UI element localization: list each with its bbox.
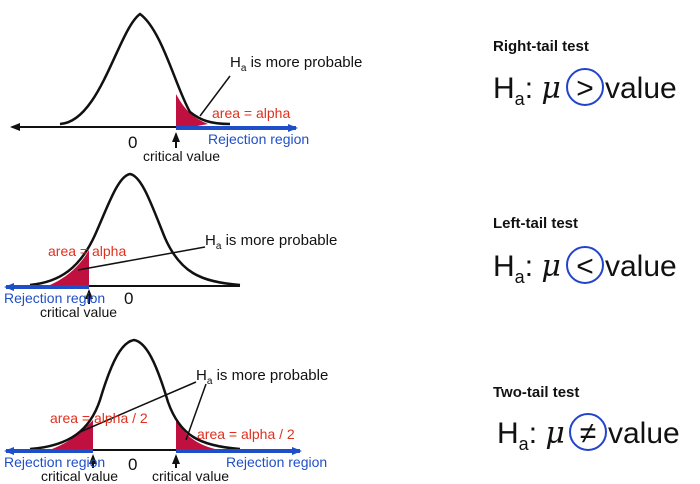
right-tail-panel: 0 critical value Rejection region area =… (10, 12, 362, 164)
two-tail-ha-expression: Ha: μ (497, 416, 565, 454)
two-tail-value-word: value (608, 417, 680, 450)
left-tail-rejection-area (50, 250, 89, 285)
right-tail-rejection-area (176, 94, 208, 130)
left-tail-test-title: Left-tail test (493, 215, 578, 232)
two-tail-zero-label: 0 (128, 455, 137, 474)
two-tail-right-rejection-area (176, 420, 215, 449)
two-tail-operator: ≠ (580, 417, 596, 450)
right-tail-ha-expression: Ha: μ (493, 71, 561, 109)
right-tail-operator-circle (566, 68, 604, 106)
left-tail-zero-label: 0 (124, 289, 133, 308)
right-tail-rejection-region-label: Rejection region (208, 131, 309, 147)
left-tail-operator-circle (566, 246, 604, 284)
left-tail-value-word: value (605, 250, 677, 283)
two-tail-left-area-label: area = alpha / 2 (50, 410, 148, 426)
left-tail-panel: 0 critical value Rejection region area =… (4, 172, 337, 320)
two-tail-test-title: Two-tail test (493, 384, 579, 401)
right-tail-hypothesis: Right-tail test Ha: μ > value (493, 38, 677, 109)
two-tail-pointer-line-right (185, 383, 207, 441)
two-tail-hypothesis: Two-tail test Ha: μ ≠ value (493, 384, 680, 454)
two-tail-right-area-label: area = alpha / 2 (197, 426, 295, 442)
two-tail-operator-circle (569, 413, 607, 451)
two-tail-panel: 0 critical value critical value Rejectio… (4, 338, 328, 484)
right-tail-pointer-line (199, 75, 231, 117)
left-tail-operator: < (576, 250, 594, 283)
right-tail-critical-value-label: critical value (143, 148, 220, 164)
two-tail-pointer-line-left (79, 381, 197, 433)
right-tail-operator: > (576, 72, 594, 105)
right-tail-value-word: value (605, 72, 677, 105)
two-tail-left-rejection-region-label: Rejection region (4, 454, 105, 470)
left-tail-area-label: area = alpha (48, 243, 126, 259)
two-tail-left-rejection-area (52, 420, 93, 449)
left-tail-critical-value-label: critical value (40, 304, 117, 320)
left-tail-rejection-region-label: Rejection region (4, 290, 105, 306)
left-tail-pointer-line (77, 246, 206, 271)
left-tail-ha-expression: Ha: μ (493, 249, 561, 287)
two-tail-ha-more-probable: Ha is more probable (196, 367, 328, 387)
two-tail-left-critical-value-label: critical value (41, 468, 118, 484)
right-tail-area-label: area = alpha (212, 105, 290, 121)
left-tail-bell-curve (29, 172, 241, 287)
two-tail-right-rejection-region-label: Rejection region (226, 454, 327, 470)
two-tail-bell-curve (29, 338, 241, 451)
right-tail-zero-label: 0 (128, 133, 137, 152)
right-tail-test-title: Right-tail test (493, 38, 589, 55)
right-tail-ha-more-probable: Ha is more probable (230, 54, 362, 74)
left-tail-ha-more-probable: Ha is more probable (205, 232, 337, 252)
left-tail-hypothesis: Left-tail test Ha: μ < value (493, 215, 677, 287)
right-tail-bell-curve (59, 12, 231, 126)
two-tail-right-critical-value-label: critical value (152, 468, 229, 484)
